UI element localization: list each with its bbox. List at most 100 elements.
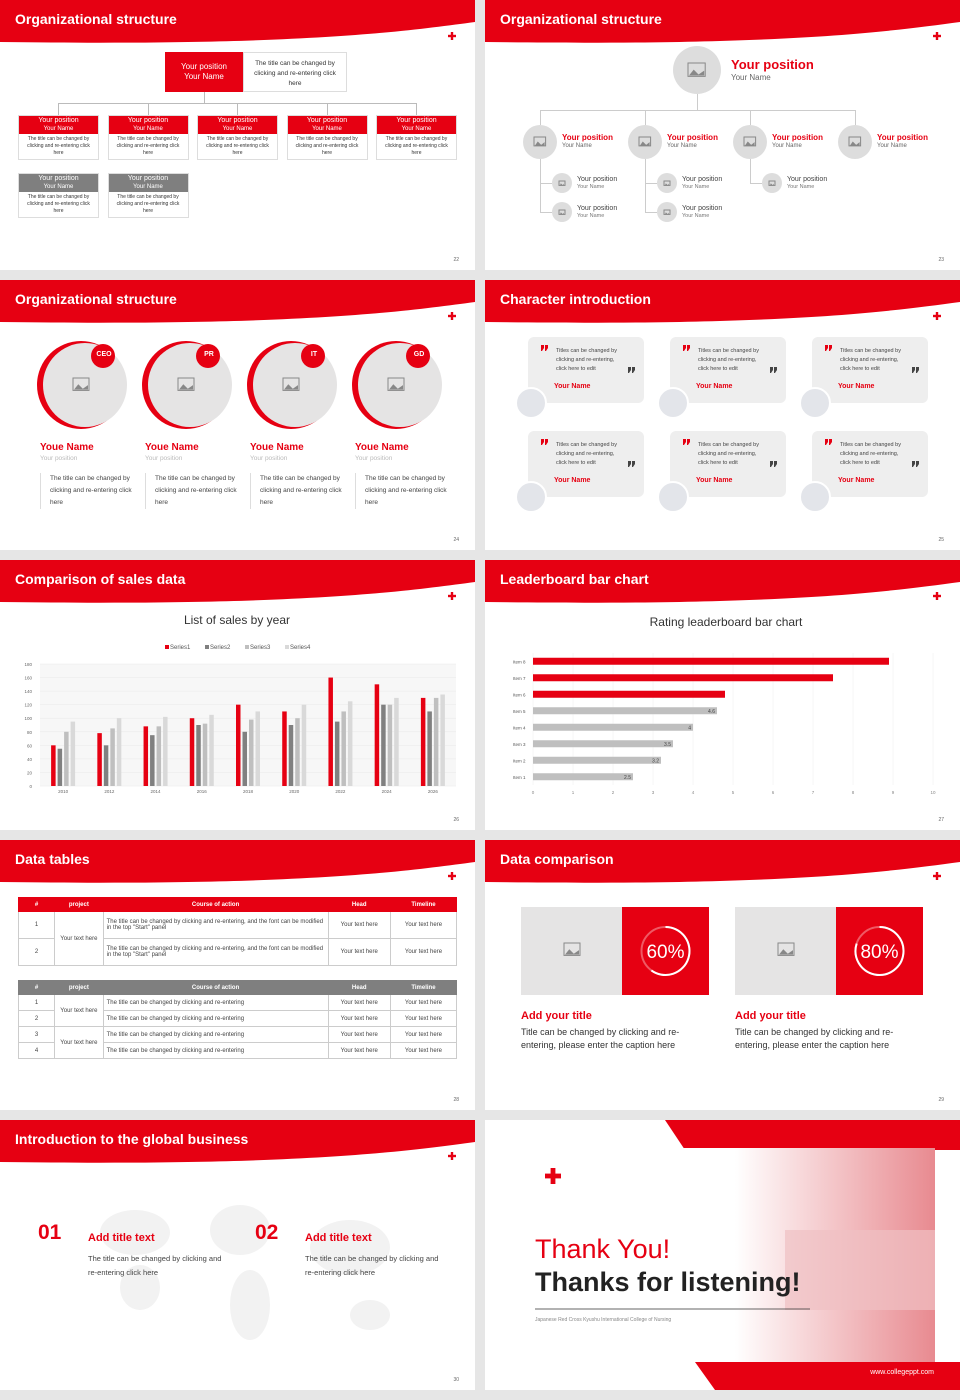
item-text: The title can be changed by clicking and… [88,1254,222,1277]
org-header: Your position Your Name [287,116,367,134]
item-text: Title can be changed by clicking and re-… [521,1027,680,1050]
name: Your Name [577,213,605,219]
bar [64,731,69,786]
bar [196,725,201,786]
y-tick-label: 80 [27,730,33,735]
quote-text: Titles can be changed by clicking and re… [556,348,617,372]
value-panel [622,907,709,995]
graphic [247,341,337,429]
cross [448,1154,456,1158]
slide: Data tables 28 # project Course of action Hea… [0,840,475,1110]
connector [540,159,541,212]
graphic [777,942,795,956]
graphic [558,209,566,215]
slide: Organizational structure 23 Your position Y… [485,0,960,270]
badge-label: IT [310,351,318,358]
quote-text: Titles can be changed by clicking and re… [698,348,759,372]
bar [209,714,214,786]
bar [202,723,208,786]
header-band [0,840,475,883]
position: Your position [38,117,79,124]
legend-label: Series2 [210,645,231,651]
description: The title can be changed by clicking and… [145,473,241,509]
name: Youe Name [145,442,199,453]
chart-title: List of sales by year [184,613,290,627]
image-icon [745,141,755,146]
name: Your Name [43,184,74,190]
description: The title can be changed by clicking and… [250,473,346,509]
graphic [825,345,919,373]
url: www.collegeppt.com [870,1369,934,1376]
slide-title: Organizational structure [15,11,177,27]
cross [933,874,941,878]
bar [334,721,340,786]
table-cell: The title can be changed by clicking and… [102,994,329,1011]
project-cell: Your text here [54,1026,104,1059]
bar [249,719,254,786]
name: Your Name [731,73,771,82]
percent-label: 60% [646,942,684,963]
x-tick-label: 6 [772,790,775,795]
graphic [683,345,777,373]
name: Youe Name [355,442,409,453]
x-tick-label: 4 [692,790,695,795]
map-shape [310,1220,390,1275]
quote-text: Titles can be changed by clicking and re… [698,442,759,466]
position: Your position [787,176,828,183]
table-cell: The title can be changed by clicking and… [102,1026,329,1043]
bar [116,718,122,786]
page-number: 28 [453,1097,459,1103]
table-cell: The title can be changed by clicking and… [102,1010,329,1027]
bar [189,718,195,786]
cross [933,34,941,38]
bar [533,756,661,764]
school-name: Japanese Red Cross Kyushu International … [535,1317,672,1323]
table-header: # project Course of action Head Timeline [17,897,458,912]
plot-shade [40,664,456,786]
name: Your Name [554,383,591,390]
connector [645,212,657,213]
table-row: 3 Your text here The title can be changed … [17,1026,458,1059]
bar [295,718,300,786]
connector [645,110,646,125]
badge [301,344,325,368]
graphic: Rating leaderboard bar chart 0 1 2 3 4 5 6 7 8 9 10… [513,615,936,795]
x-tick-label: 10 [930,790,936,795]
avatar [657,387,689,419]
data-table: # project Course of action Head Timeline 1 You… [17,980,458,1059]
table-cell: 2 [17,938,56,966]
project-cell: Your text here [54,911,104,966]
name: Your Name [696,383,733,390]
value-label: 3.2 [652,758,659,764]
bar [387,704,393,786]
cross [933,594,941,598]
cross [448,874,456,878]
table-cell: The title can be changed by clicking and… [102,938,329,966]
table-cell: Your text here [389,1026,458,1043]
graphic: 80% [854,926,905,976]
org-text: The title can be changed by clicking and… [385,136,448,156]
table-cell: 2 [17,1010,56,1027]
avatar [673,46,721,94]
image-icon [848,136,862,147]
cross [448,314,456,318]
quote-card: Titles can be changed by clicking and re… [670,431,786,497]
project-cell: Your text here [54,994,104,1027]
y-tick-label: 160 [24,676,32,681]
bar [103,745,109,786]
graphic [0,280,475,330]
quote-card: Titles can be changed by clicking and re… [812,337,928,403]
slide: Leaderboard bar chart 27 Rating leaderboar… [485,560,960,830]
image-icon [74,384,88,390]
graphic [100,1205,390,1340]
graphic [37,341,127,429]
slide: Organizational structure 24 CEO Youe Name Yo… [0,280,475,550]
header-cell: # [17,980,56,995]
table-header: # project Course of action Head Timeline [17,980,458,995]
position: Your position [877,133,928,142]
quote-mark [825,439,832,445]
avatar [523,125,557,159]
page-number: 30 [453,1377,459,1383]
x-tick-label: 1 [572,790,575,795]
